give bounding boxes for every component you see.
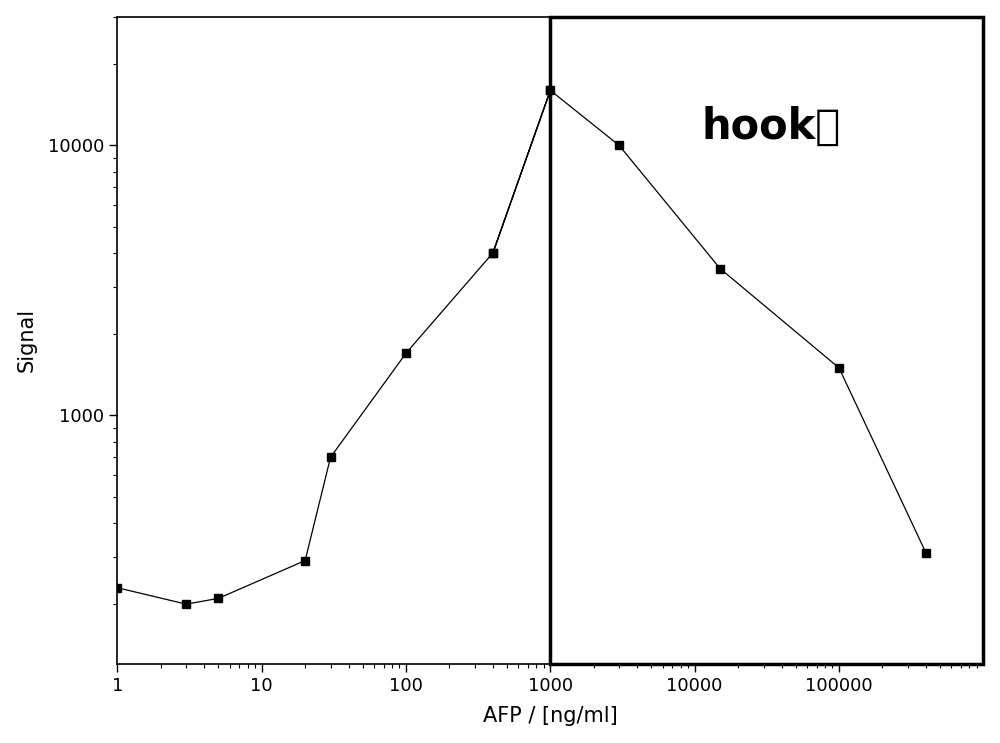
- Y-axis label: Signal: Signal: [17, 308, 37, 372]
- Bar: [550, 16, 983, 664]
- Text: hook区: hook区: [702, 106, 841, 148]
- X-axis label: AFP / [ng/ml]: AFP / [ng/ml]: [483, 707, 618, 727]
